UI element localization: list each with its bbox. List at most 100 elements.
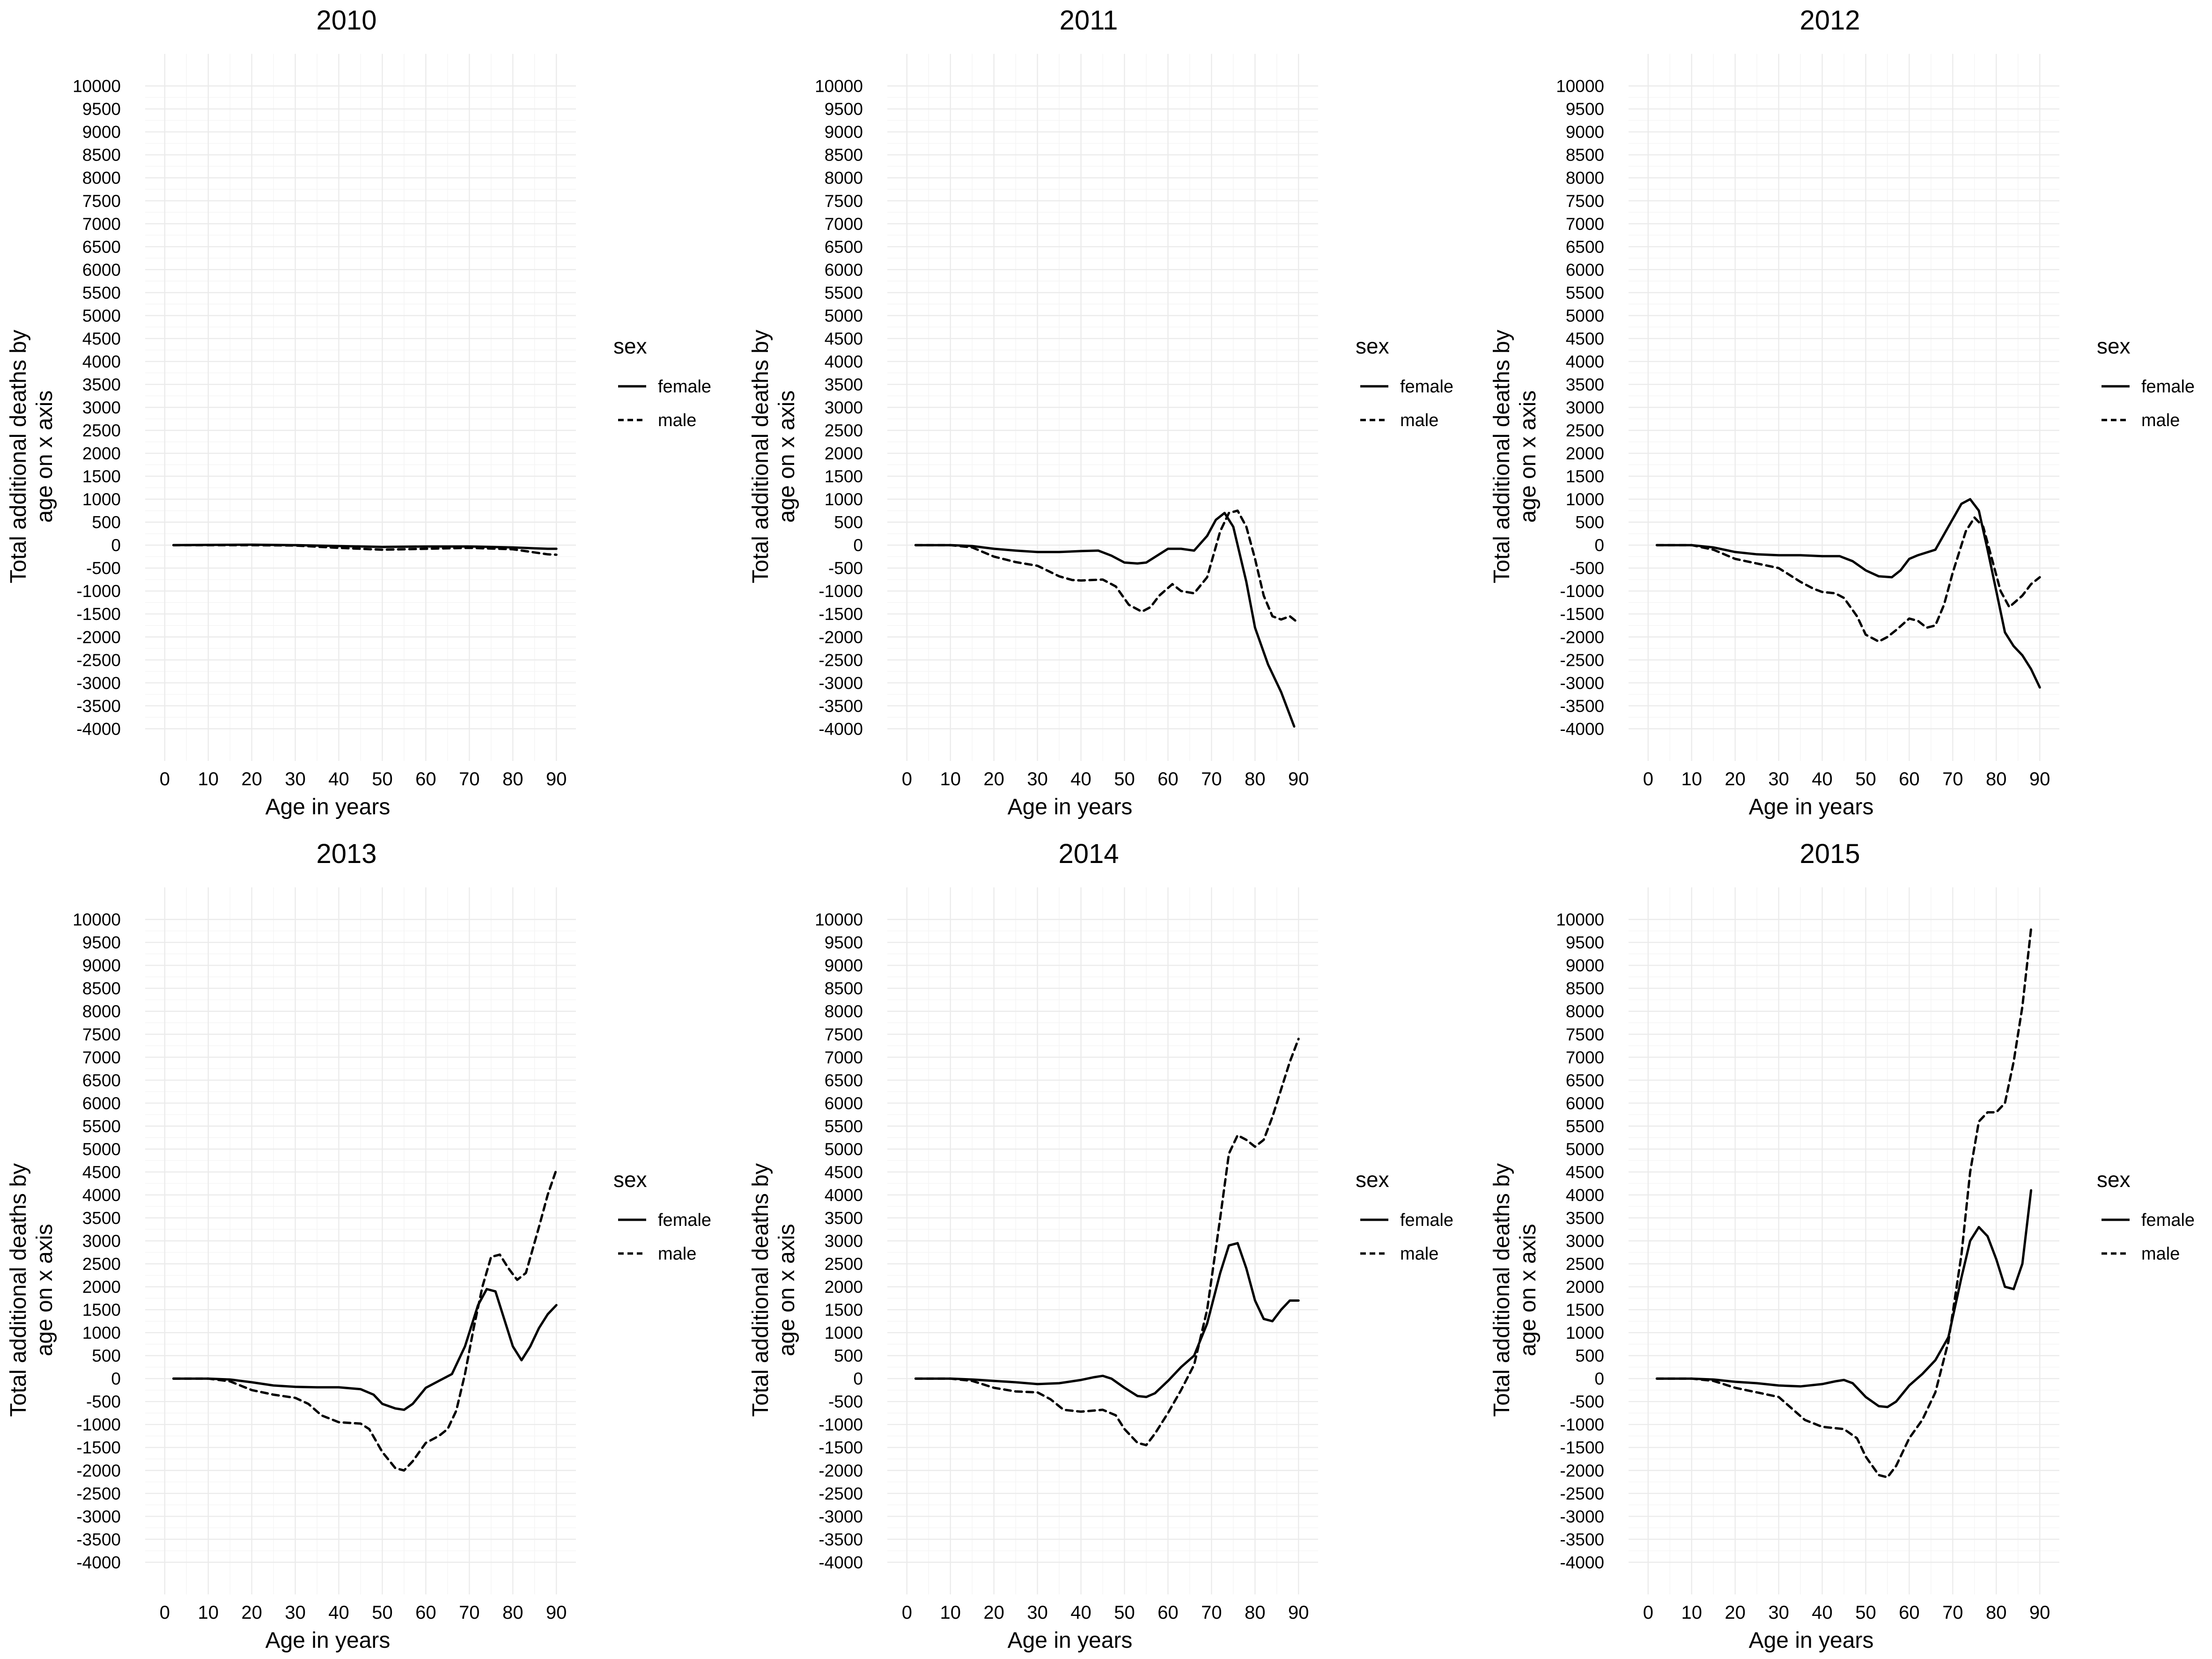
legend-label-male: male [1400,1244,1438,1264]
x-tick-label: 70 [459,769,480,789]
y-tick-label: -3500 [76,696,121,715]
legend-label-female: female [1400,377,1453,397]
legend-title: sex [2097,334,2131,358]
y-tick-label: 7000 [825,1048,863,1067]
y-tick-label: -3000 [818,673,863,693]
y-tick-label: 9500 [1566,933,1604,952]
legend-label-female: female [658,377,711,397]
y-tick-label: 4500 [82,1163,121,1182]
y-tick-label: 4000 [82,1186,121,1205]
chart-panel-2013: -4000 -3500 -3000 -2500 -2000 -1500 -1000 -500 0… [6,839,711,1653]
y-tick-label: 9500 [825,933,863,952]
panel-title: 2011 [1060,5,1118,36]
x-tick-label: 0 [902,769,912,789]
y-tick-label: 4000 [825,352,863,371]
x-tick-label: 60 [1158,1602,1179,1623]
y-tick-label: 1000 [82,490,121,509]
y-tick-label: 3000 [82,398,121,417]
y-tick-label: 8500 [825,146,863,165]
y-tick-label: 10000 [73,910,121,929]
x-tick-label: 70 [1942,769,1963,789]
x-tick-label: 40 [1812,769,1833,789]
x-axis-title: Age in years [265,795,391,819]
y-tick-label: 8000 [825,169,863,188]
y-tick-label: -500 [86,1392,121,1411]
x-tick-label: 60 [415,769,436,789]
panel-title: 2012 [1799,5,1860,36]
legend-label-female: female [2141,1210,2195,1230]
x-tick-label: 10 [198,1602,219,1623]
y-tick-label: 3500 [82,375,121,394]
x-tick-label: 20 [1725,769,1746,789]
y-tick-label: 9500 [1566,100,1604,119]
y-tick-label: 1000 [1566,490,1604,509]
chart-panel-2010: -4000 -3500 -3000 -2500 -2000 -1500 -1000 -500 0… [6,5,711,819]
series-line-male [1655,516,2041,643]
chart-panel-2011: -4000 -3500 -3000 -2500 -2000 -1500 -1000 -500 0… [748,5,1453,819]
grid [887,54,1318,761]
y-tick-label: 5000 [825,1140,863,1159]
y-tick-label: 3500 [1566,1209,1604,1228]
x-tick-label: 10 [1681,1602,1702,1623]
y-tick-label: -3500 [1560,1530,1604,1549]
x-tick-label: 90 [546,769,567,789]
x-tick-label: 20 [983,1602,1004,1623]
y-tick-label: -2500 [1560,1484,1604,1503]
y-tick-label: 10000 [1556,77,1604,96]
y-tick-label: 7000 [825,214,863,234]
x-tick-label: 60 [1158,769,1179,789]
y-tick-label: 500 [1575,513,1604,532]
y-tick-label: 1500 [825,1300,863,1320]
x-tick-label: 80 [502,769,524,789]
y-tick-label: 5500 [1566,283,1604,302]
y-tick-label: 9500 [82,933,121,952]
panel-title: 2015 [1799,839,1860,869]
y-axis-title: Total additional deaths byage on x axis [1489,1163,1541,1417]
x-tick-label: 70 [1201,769,1222,789]
x-tick-label: 50 [1114,769,1135,789]
y-tick-label: -1500 [1560,1438,1604,1457]
y-tick-label: -1000 [76,1415,121,1434]
y-tick-label: -4000 [1560,719,1604,738]
y-tick-label: 5500 [82,283,121,302]
legend-label-female: female [1400,1210,1453,1230]
y-tick-label: 500 [92,513,121,532]
y-tick-label: -3000 [76,673,121,693]
y-tick-label: 9500 [825,100,863,119]
legend-title: sex [1356,334,1389,358]
y-tick-label: 5000 [825,306,863,325]
legend: sex female male [1356,334,1453,430]
series-line-male [172,544,558,556]
legend-title: sex [1356,1167,1389,1192]
x-axis-title: Age in years [265,1628,391,1653]
x-tick-label: 50 [372,769,393,789]
x-tick-label: 50 [1855,769,1876,789]
x-tick-label: 30 [1027,769,1048,789]
x-tick-label: 80 [1245,769,1266,789]
y-tick-label: 5500 [82,1117,121,1136]
y-tick-label: 5500 [1566,1117,1604,1136]
y-tick-label: 9000 [82,956,121,975]
legend-title: sex [613,1167,647,1192]
y-tick-label: 7500 [1566,1025,1604,1044]
y-tick-label: 5500 [825,1117,863,1136]
x-tick-label: 50 [1114,1602,1135,1623]
legend: sex female male [1356,1167,1453,1264]
y-tick-label: -500 [1570,559,1604,578]
legend: sex female male [2097,334,2195,430]
series-line-female [914,512,1296,728]
y-tick-label: 10000 [815,77,863,96]
y-tick-label: 2000 [1566,1277,1604,1297]
x-tick-label: 30 [285,769,306,789]
y-tick-label: -3000 [818,1507,863,1526]
y-tick-label: 4500 [825,1163,863,1182]
legend: sex female male [613,334,711,430]
y-tick-label: 4500 [1566,329,1604,348]
series-line-female [172,1288,558,1411]
y-tick-label: 8500 [1566,146,1604,165]
y-tick-label: -500 [828,1392,863,1411]
y-tick-label: 9000 [825,956,863,975]
y-tick-label: 500 [834,513,863,532]
series-line-male [1655,927,2033,1479]
